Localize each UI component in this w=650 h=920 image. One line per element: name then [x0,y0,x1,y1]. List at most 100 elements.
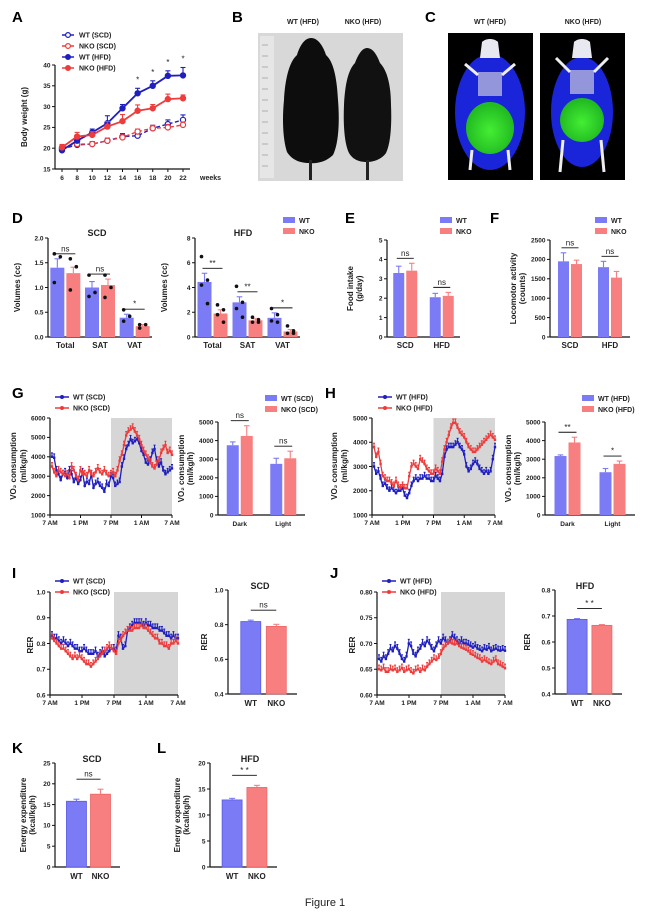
y-tick-label: 1 [379,315,383,322]
data-point [135,434,139,437]
data-point [103,490,106,493]
significance-label: * * [240,766,248,775]
data-point [394,491,398,495]
legend-label: NKO [299,229,315,236]
significance-label: ns [259,601,267,610]
chart-panel-k: SCD 0 5 10 15 20 25 WT NKO ns Energy expenditure (k… [19,754,120,881]
data-point [476,656,479,660]
data-point [149,632,152,635]
data-point [104,123,111,130]
data-point [455,642,459,645]
y-tick-label: 15 [43,802,51,809]
legend-marker [383,406,387,410]
data-point [394,479,398,483]
data-point [98,471,102,474]
data-point [467,643,470,646]
data-point [432,650,436,653]
data-point [129,438,132,441]
data-point [398,652,401,655]
data-point [138,442,141,445]
chart-panel-e: 0 1 2 3 4 5 Food intake (g/day) SCD ns HFD ns WT NKO [346,217,472,350]
data-point [133,621,136,625]
data-point [107,484,110,488]
x-category-label: WT [245,699,258,708]
data-point [119,117,126,125]
data-point [490,662,493,666]
data-point [430,479,433,483]
data-point [389,668,392,671]
x-tick-label: 7 AM [170,700,185,707]
data-point [68,256,73,261]
y-tick-label: 4000 [199,438,214,445]
data-point [494,658,498,662]
data-point [491,436,494,439]
data-point [405,487,409,490]
data-point [381,475,384,478]
x-category-label: SCD [397,341,414,350]
data-point [87,294,91,299]
legend-marker [387,579,391,583]
data-point [105,647,109,650]
data-point [460,646,463,649]
y-tick-label: 1500 [531,276,546,283]
data-point [489,470,492,473]
data-point [405,496,409,500]
x-category-label: Dark [233,521,248,528]
data-point [72,469,76,472]
data-point [250,320,255,324]
y-tick-label: 30 [43,104,51,111]
bar-nko [66,273,81,337]
data-point [163,632,166,635]
data-point [172,642,175,645]
data-point [76,478,80,482]
data-point [372,445,376,449]
data-point [437,639,440,643]
data-point [392,489,395,492]
bar-wt [267,317,282,337]
data-point [437,656,440,660]
x-tick-label: 6 [60,175,64,182]
data-point [164,443,167,447]
data-point [169,637,173,640]
x-category-label: VAT [127,341,142,350]
bar-wt [558,261,569,337]
y-tick-label: 0.8 [36,641,45,648]
data-point [476,647,479,650]
dark-phase-shading [114,592,178,695]
chart-panel-h-bar: 0 1000 2000 3000 4000 5000 VO₂ consumption (ml/… [504,395,635,528]
legend-label: WT [299,218,311,225]
y-axis-label: RER [523,633,532,650]
data-point [445,441,448,444]
x-tick-label: 7 AM [369,700,384,707]
data-point [478,467,481,471]
y-tick-label: 0 [210,512,214,519]
data-point [443,448,446,451]
data-point [80,650,83,653]
bar-nko-scd- [284,458,297,515]
data-point [452,421,455,425]
data-point [160,642,164,645]
data-point [124,644,127,648]
y-axis-label: Energy expenditure [173,777,182,852]
chart-panel-j-bar: HFD 0.4 0.5 0.6 0.7 0.8 WT NKO * * RER [523,581,622,708]
significance-label: ns [438,278,446,287]
data-point [485,470,488,473]
data-point [493,445,497,449]
data-point [499,649,502,652]
data-point [403,487,406,490]
panel-c-ct [448,33,625,180]
legend-swatch [265,406,277,412]
data-point [55,637,58,640]
y-axis-label: Locomotor activity [509,252,518,324]
x-tick-label: 8 [75,175,79,182]
data-point [85,480,89,484]
data-point [121,634,125,637]
data-point [423,462,426,466]
data-point [146,463,150,466]
data-point [453,637,456,640]
significance-label: * [136,75,139,84]
data-point [407,668,410,671]
data-point [74,476,78,480]
y-axis-label: Volumes (cc) [160,263,169,313]
data-point [165,644,168,648]
